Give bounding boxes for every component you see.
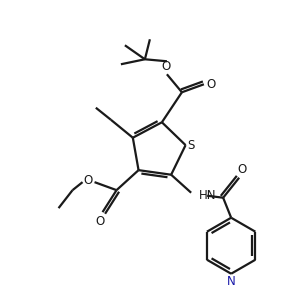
Text: O: O xyxy=(83,174,92,187)
Text: O: O xyxy=(206,78,216,91)
Text: O: O xyxy=(95,215,104,228)
Text: S: S xyxy=(187,139,194,152)
Text: N: N xyxy=(227,275,236,288)
Text: O: O xyxy=(161,60,171,73)
Text: HN: HN xyxy=(199,189,217,202)
Text: O: O xyxy=(237,163,247,176)
